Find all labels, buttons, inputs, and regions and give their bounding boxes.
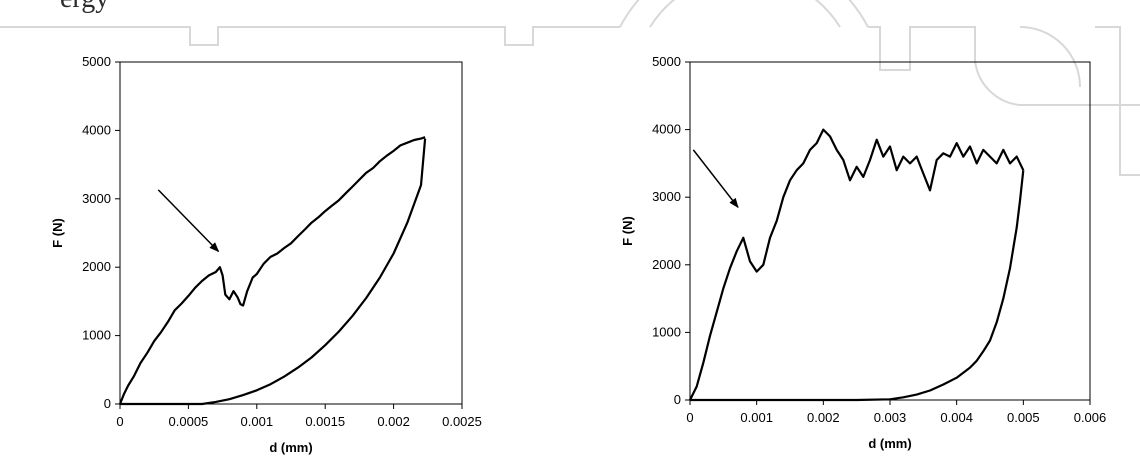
y-tick-label: 1000 (652, 324, 681, 339)
top-text-fragment: ergy (60, 0, 109, 15)
x-tick-label: 0.003 (874, 410, 907, 425)
x-tick-label: 0.004 (940, 410, 973, 425)
y-tick-label: 2000 (82, 259, 111, 274)
y-tick-label: 4000 (82, 122, 111, 137)
series-line-loading (689, 128, 1025, 401)
y-tick-label: 1000 (82, 328, 111, 343)
y-tick-label: 5000 (652, 54, 681, 69)
x-tick-label: 0.0025 (442, 414, 482, 429)
annotation-arrow (157, 189, 220, 253)
x-tick-label: 0.0015 (305, 414, 345, 429)
y-tick-label: 5000 (82, 54, 111, 69)
series-line-unloading (120, 138, 427, 406)
y-tick-label: 4000 (652, 122, 681, 137)
x-tick-label: 0.002 (377, 414, 410, 429)
watermark-right-edge (1095, 26, 1140, 176)
x-axis-label: d (mm) (868, 436, 911, 451)
x-tick-label: 0.006 (1074, 410, 1107, 425)
x-tick-label: 0.0005 (169, 414, 209, 429)
plot-frame (689, 61, 1091, 401)
x-axis-label: d (mm) (269, 440, 312, 455)
watermark-left-notch (0, 26, 620, 46)
y-axis-label: F (N) (50, 218, 65, 248)
y-tick-label: 3000 (652, 189, 681, 204)
annotation-arrow (692, 149, 739, 209)
y-tick-label: 0 (674, 392, 681, 407)
chart-left: 0 1000 2000 3000 4000 5000 0 0.0005 0.001 0.0015 0… (50, 54, 482, 455)
y-tick-label: 0 (104, 396, 111, 411)
x-tick-label: 0.005 (1007, 410, 1040, 425)
watermark-right-step (868, 26, 1140, 106)
watermark-right-arc (1019, 26, 1081, 88)
x-tick-label: 0.002 (807, 410, 840, 425)
x-tick-label: 0 (686, 410, 693, 425)
y-tick-label: 2000 (652, 257, 681, 272)
y-axis-label: F (N) (620, 216, 635, 246)
x-tick-label: 0.001 (241, 414, 274, 429)
chart-right: 0 1000 2000 3000 4000 5000 0 0.001 0.002 0.003 0.0… (620, 54, 1107, 451)
x-tick-label: 0 (116, 414, 123, 429)
watermark-arc-inner (649, 0, 841, 28)
y-tick-label: 3000 (82, 191, 111, 206)
series-line-unloading (690, 170, 1025, 402)
plot-frame (119, 61, 463, 405)
series-line-loading (118, 136, 426, 405)
x-tick-label: 0.001 (740, 410, 773, 425)
